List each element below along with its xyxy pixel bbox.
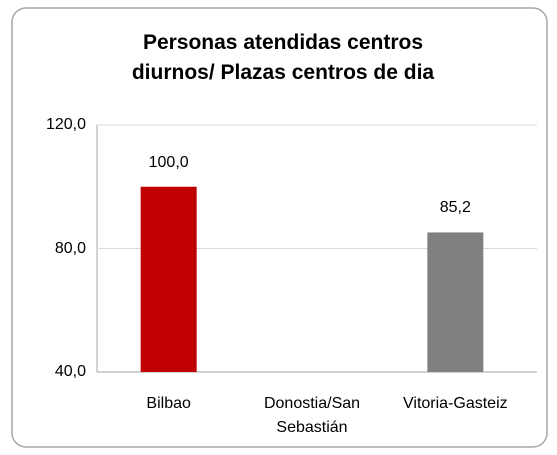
x-tick-label: Donostia/San Sebastián: [263, 395, 361, 436]
y-tick-label: 40,0: [54, 363, 86, 380]
x-tick-label: Bilbao: [146, 395, 191, 412]
data-label: 100,0: [148, 153, 189, 171]
data-label: 85,2: [439, 199, 471, 217]
x-tick-label: Vitoria-Gasteiz: [403, 395, 508, 412]
y-tick-label: 80,0: [54, 239, 86, 257]
bar: [140, 186, 197, 372]
chart-title: Personas atendidas centros diurnos/ Plaz…: [131, 31, 435, 84]
y-tick-label: 120,0: [45, 116, 86, 133]
bar: [427, 232, 484, 372]
